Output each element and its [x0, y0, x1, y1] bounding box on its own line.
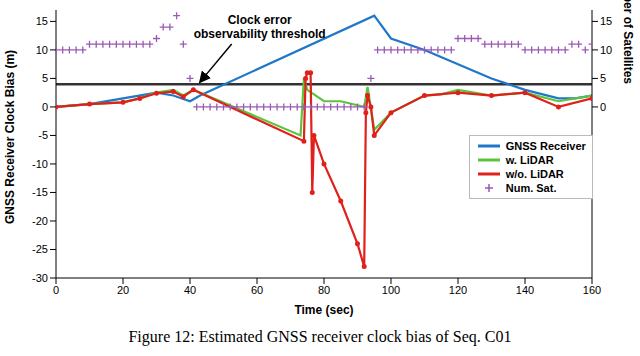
- svg-text:10: 10: [36, 44, 48, 56]
- svg-text:Number of Satellites: Number of Satellites: [621, 0, 632, 84]
- svg-text:-25: -25: [32, 243, 48, 255]
- html-text:Num. Sat.: Num. Sat.: [505, 182, 557, 195]
- svg-text:0: 0: [53, 284, 59, 296]
- svg-text:5: 5: [600, 72, 606, 84]
- svg-text:Clock errorobservability thres: Clock errorobservability threshold: [194, 13, 326, 41]
- svg-text:60: 60: [251, 284, 263, 296]
- svg-text:15: 15: [36, 15, 48, 27]
- svg-text:160: 160: [583, 284, 601, 296]
- html-text:w. LiDAR: w. LiDAR: [505, 154, 554, 167]
- svg-text:0: 0: [600, 101, 606, 113]
- svg-text:5: 5: [42, 72, 48, 84]
- svg-text:20: 20: [117, 284, 129, 296]
- svg-text:100: 100: [382, 284, 400, 296]
- svg-text:GNSS Receiver Clock Bias (m): GNSS Receiver Clock Bias (m): [8, 50, 17, 224]
- svg-text:-5: -5: [38, 129, 48, 141]
- svg-text:120: 120: [449, 284, 467, 296]
- svg-text:140: 140: [516, 284, 534, 296]
- html-text:Figure 12: Estimated GNSS rece: Figure 12: Estimated GNSS receiver clock…: [128, 328, 512, 345]
- svg-text:80: 80: [318, 284, 330, 296]
- svg-text:10: 10: [600, 44, 612, 56]
- svg-text:-15: -15: [32, 186, 48, 198]
- svg-text:-30: -30: [32, 272, 48, 284]
- html-text:w/o. LiDAR: w/o. LiDAR: [505, 168, 564, 181]
- svg-text:Time (sec): Time (sec): [294, 303, 353, 317]
- html-text:GNSS Receiver: GNSS Receiver: [505, 140, 586, 153]
- svg-text:-10: -10: [32, 158, 48, 170]
- svg-text:40: 40: [184, 284, 196, 296]
- svg-text:0: 0: [42, 101, 48, 113]
- svg-text:15: 15: [600, 15, 612, 27]
- svg-text:-20: -20: [32, 215, 48, 227]
